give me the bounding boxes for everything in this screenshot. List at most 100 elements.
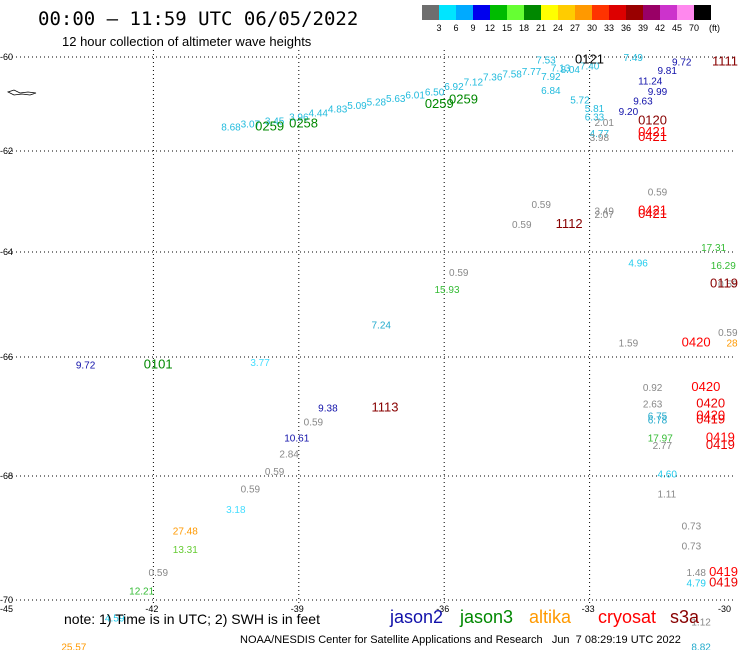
legend-jason3: jason3: [460, 607, 514, 627]
lat-label: -62: [0, 146, 14, 156]
pass-time-label: 0259: [449, 91, 478, 106]
swh-value: 4.83: [328, 105, 348, 116]
lon-label: -45: [0, 604, 14, 614]
swh-value: 7.36: [483, 73, 503, 84]
scale-label: 27: [569, 23, 580, 33]
swh-value: 3.49: [594, 207, 614, 218]
swh-value: 4.59: [105, 613, 125, 624]
scale-swatch: [626, 5, 643, 20]
swh-value: 8.04: [561, 65, 581, 76]
swh-value: 7.13: [551, 63, 571, 74]
swh-value: 11.24: [638, 77, 663, 88]
swh-value: 17.97: [648, 433, 673, 444]
swh-value: 10.61: [284, 433, 309, 444]
swh-value: 1.48: [687, 568, 707, 579]
pass-time-label: 0120: [638, 112, 667, 127]
scale-swatch: [524, 5, 541, 20]
swh-value: 4.96: [628, 259, 648, 270]
scale-label: 6: [453, 23, 459, 33]
scale-swatch: [677, 5, 694, 20]
swh-value: 0.59: [241, 484, 261, 495]
swh-value: 5.72: [570, 95, 590, 106]
pass-time-label: 0258: [289, 116, 318, 131]
swh-value: 17.31: [701, 243, 726, 254]
swh-value: 2.84: [279, 449, 299, 460]
swh-value: 6.50: [425, 87, 445, 98]
swh-value: 25.57: [61, 643, 86, 650]
swh-value: 28: [726, 338, 738, 349]
pass-time-label: 0421: [638, 206, 667, 221]
swh-value: 2.01: [594, 118, 614, 129]
swh-value: 7.92: [541, 72, 561, 83]
swh-value: 6.75: [648, 411, 668, 422]
scale-swatch: [473, 5, 490, 20]
scale-label: 15: [501, 23, 512, 33]
swh-value: 1.59: [619, 338, 639, 349]
lat-label: -64: [0, 247, 14, 257]
scale-swatch: [422, 5, 439, 20]
lat-label: -60: [0, 52, 14, 62]
scale-label: 36: [620, 23, 631, 33]
scale-label: 70: [688, 23, 699, 33]
map-title: 00:00 – 11:59 UTC 06/05/2022: [38, 8, 359, 30]
map-subtitle: 12 hour collection of altimeter wave hei…: [62, 34, 312, 49]
legend-jason2: jason2: [390, 607, 444, 627]
scale-swatch: [456, 5, 473, 20]
scale-label: 24: [552, 23, 563, 33]
scale-label: 42: [654, 23, 665, 33]
lon-label: -42: [145, 604, 159, 614]
swh-value: 7.77: [522, 67, 542, 78]
swh-value: 9.38: [318, 404, 338, 415]
scale-label: 18: [518, 23, 529, 33]
pass-time-label: 0420: [696, 407, 725, 422]
swh-value: 0.59: [531, 200, 551, 211]
lon-label: -36: [436, 604, 450, 614]
swh-value: 7.24: [372, 320, 392, 331]
pass-time-label: 0419: [709, 575, 738, 590]
swh-value: 15.93: [435, 285, 460, 296]
scale-swatch: [439, 5, 456, 20]
scale-swatch: [660, 5, 677, 20]
pass-time-label: 0420: [691, 379, 720, 394]
scale-swatch: [609, 5, 626, 20]
swh-value: 7.40: [580, 61, 600, 72]
scale-swatch: [507, 5, 524, 20]
legend-cryosat: cryosat: [598, 607, 657, 627]
swh-value: 0.59: [512, 220, 532, 231]
swh-value: 0.73: [682, 541, 702, 552]
swh-value: 4.77: [590, 129, 610, 140]
swh-value: 5.81: [585, 104, 605, 115]
swh-value: 7.58: [502, 69, 522, 80]
pass-time-label: 0119: [710, 276, 738, 291]
legend-altika: altika: [529, 607, 572, 627]
swh-value: 7.53: [536, 55, 556, 66]
swh-value: 6.01: [405, 91, 425, 102]
lat-label: -66: [0, 352, 14, 362]
swh-value: 0.59: [265, 467, 285, 478]
swh-value: 9.81: [657, 66, 677, 77]
credit-line: NOAA/NESDIS Center for Satellite Applica…: [240, 634, 681, 646]
swh-value: 6.78: [648, 415, 668, 426]
scale-label: 9: [470, 23, 476, 33]
swh-value: 2.77: [653, 441, 673, 452]
swh-value: 9.72: [76, 361, 96, 372]
pass-time-label: 0419: [696, 411, 725, 426]
swh-value: 9.20: [619, 107, 639, 118]
island-outline: [6, 89, 37, 96]
swh-value: 0.59: [149, 568, 169, 579]
pass-time-label: 0421: [638, 129, 667, 144]
lat-label: -68: [0, 471, 14, 481]
swh-value: 2.07: [594, 210, 614, 221]
swh-value: 9.72: [672, 58, 692, 69]
swh-value: 7.12: [464, 77, 484, 88]
swh-value: 0.59: [449, 268, 469, 279]
scale-label: 45: [671, 23, 682, 33]
swh-value: 3.45: [265, 116, 285, 127]
pass-time-label: 0421: [638, 203, 667, 218]
pass-time-label: 1111: [712, 54, 738, 69]
swh-value: 0.92: [643, 383, 663, 394]
swh-value: 27.48: [173, 527, 198, 538]
scale-unit: (ft): [709, 23, 720, 33]
marker-labels: 3.07 3.45 3.96 4.44 4.83 5.09 5.28 5.63 6.01 6.50…: [61, 51, 738, 650]
swh-value: 0.59: [718, 280, 738, 291]
